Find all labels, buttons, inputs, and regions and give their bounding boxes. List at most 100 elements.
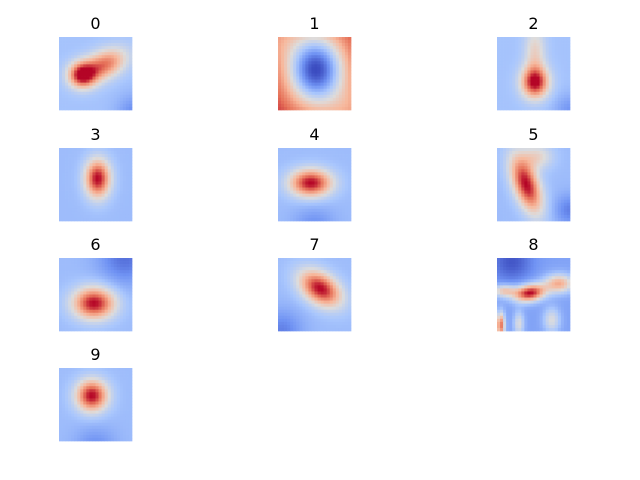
heatmap-cell <box>65 193 69 198</box>
heatmap-cell <box>101 175 105 179</box>
heatmap-cell <box>125 43 130 47</box>
heatmap-cell <box>542 100 547 105</box>
heatmap-cell <box>500 187 504 191</box>
heatmap-cell <box>506 49 510 53</box>
heatmap-cell <box>566 175 571 179</box>
heatmap-cell <box>98 100 102 105</box>
heatmap-cell <box>344 199 349 204</box>
heatmap-cell <box>332 55 337 59</box>
heatmap-cell <box>125 196 130 201</box>
heatmap-cell <box>107 327 112 332</box>
heatmap-cell <box>329 91 334 96</box>
heatmap-cell <box>116 258 121 262</box>
heatmap-cell <box>326 282 331 286</box>
heatmap-cell <box>296 309 300 314</box>
heatmap-cell <box>128 285 133 289</box>
heatmap-cell <box>59 294 63 298</box>
heatmap-cell <box>113 321 118 326</box>
heatmap-cell <box>512 297 516 301</box>
heatmap-cell <box>71 43 75 47</box>
heatmap-cell <box>527 43 531 47</box>
heatmap-cell <box>89 288 93 292</box>
heatmap-cell <box>326 190 331 194</box>
heatmap-cell <box>539 211 543 216</box>
heatmap-cell <box>323 52 328 56</box>
heatmap-cell <box>278 199 282 204</box>
heatmap-cell <box>551 67 556 71</box>
heatmap-cell <box>296 55 300 59</box>
heatmap-cell <box>83 291 87 295</box>
heatmap-cell <box>506 193 510 198</box>
heatmap-cell <box>563 97 568 102</box>
heatmap-cell <box>341 37 346 41</box>
heatmap-cell <box>560 151 565 155</box>
heatmap-cell <box>68 46 72 50</box>
heatmap-cell <box>542 291 547 295</box>
heatmap-cell <box>326 291 331 295</box>
heatmap-cell <box>539 166 543 170</box>
heatmap-cell <box>521 297 525 301</box>
heatmap-cell <box>113 318 118 323</box>
heatmap-cell <box>104 261 109 265</box>
heatmap-cell <box>554 79 559 83</box>
panel-grid: 0 1 23 4 56 7 89 <box>59 14 571 442</box>
heatmap-cell <box>320 64 324 68</box>
heatmap-cell <box>497 61 501 65</box>
heatmap-cell <box>347 273 352 277</box>
heatmap-cell <box>83 61 87 65</box>
heatmap-cell <box>95 190 99 194</box>
heatmap-cell <box>551 73 556 77</box>
heatmap-cell <box>302 279 306 283</box>
heatmap-cell <box>116 276 121 280</box>
heatmap-cell <box>101 76 105 80</box>
heatmap-cell <box>329 294 334 298</box>
heatmap-cell <box>98 178 102 182</box>
heatmap-cell <box>110 70 115 74</box>
heatmap-cell <box>335 166 340 170</box>
heatmap-cell <box>527 214 531 219</box>
heatmap-cell <box>80 190 84 194</box>
heatmap-cell <box>299 193 303 198</box>
heatmap-cell <box>68 276 72 280</box>
heatmap-cell <box>302 160 306 164</box>
heatmap-cell <box>332 88 337 93</box>
heatmap-cell <box>560 181 565 185</box>
heatmap-cell <box>326 258 331 262</box>
heatmap-cell <box>122 151 127 155</box>
heatmap-cell <box>560 267 565 271</box>
heatmap-cell <box>326 288 331 292</box>
heatmap-cell <box>338 175 343 179</box>
heatmap-cell <box>119 294 124 298</box>
heatmap-cell <box>80 106 84 111</box>
heatmap-cell <box>107 88 112 93</box>
heatmap-cell <box>545 163 550 167</box>
heatmap-cell <box>86 214 90 219</box>
heatmap-cell <box>290 76 294 80</box>
heatmap-cell <box>98 282 102 286</box>
heatmap-cell <box>536 106 540 111</box>
heatmap-cell <box>293 43 297 47</box>
heatmap-cell <box>332 97 337 102</box>
heatmap-cell <box>302 315 306 320</box>
heatmap-cell <box>311 175 315 179</box>
heatmap-cell <box>512 160 516 164</box>
heatmap-cell <box>101 303 105 308</box>
heatmap-cell <box>329 199 334 204</box>
heatmap-cell <box>509 103 513 108</box>
heatmap-cell <box>527 70 531 74</box>
heatmap-cell <box>71 64 75 68</box>
heatmap-cell <box>347 154 352 158</box>
heatmap-cell <box>557 205 562 210</box>
heatmap-cell <box>122 291 127 295</box>
heatmap-cell <box>335 85 340 90</box>
heatmap-cell <box>92 202 96 207</box>
heatmap-cell <box>104 187 109 191</box>
heatmap-cell <box>107 276 112 280</box>
heatmap-cell <box>290 94 294 99</box>
heatmap-cell <box>527 73 531 77</box>
heatmap-cell <box>560 190 565 194</box>
heatmap-cell <box>80 181 84 185</box>
heatmap-cell <box>77 315 81 320</box>
heatmap-cell <box>317 67 321 71</box>
heatmap-cell <box>110 106 115 111</box>
